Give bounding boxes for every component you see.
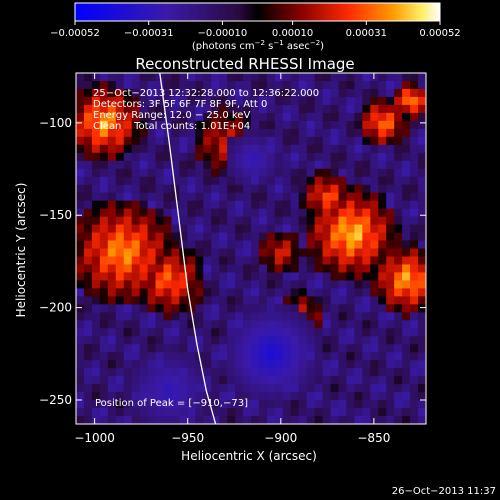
colorbar-unit-label: (photons cm−2 s−1 asec−2) xyxy=(192,39,324,52)
observation-info: 25−Oct−2013 12:32:28.000 to 12:36:22.000… xyxy=(93,88,319,132)
colorbar-tick-label: −0.00031 xyxy=(124,28,174,39)
x-tick-label: −950 xyxy=(171,431,204,445)
x-tick-label: −900 xyxy=(264,431,297,445)
y-tick-label: −250 xyxy=(39,393,72,407)
colorbar-ticks: −0.00052 −0.00031 −0.00010 0.00010 0.00031 0.… xyxy=(50,21,461,39)
x-tick-label: −850 xyxy=(357,431,390,445)
y-tick-label: −150 xyxy=(39,208,72,222)
colorbar-tick-label: −0.00010 xyxy=(198,28,248,39)
info-line-time: 25−Oct−2013 12:32:28.000 to 12:36:22.000 xyxy=(93,88,319,99)
colorbar-tick-label: 0.00010 xyxy=(272,28,313,39)
solar-limb-curve xyxy=(159,73,217,424)
info-line-counts: Clean Total counts: 1.01E+04 xyxy=(93,121,250,132)
colorbar xyxy=(74,2,441,22)
plot-frame xyxy=(75,72,427,425)
chart-title: Reconstructed RHESSI Image xyxy=(135,55,354,73)
peak-position-label: Position of Peak = [−910,−73] xyxy=(95,398,248,409)
y-tick-label: −200 xyxy=(39,301,72,315)
info-line-energy: Energy Range: 12.0 − 25.0 keV xyxy=(93,110,250,121)
y-axis-label: Heliocentric Y (arcsec) xyxy=(14,183,28,318)
x-axis-label: Heliocentric X (arcsec) xyxy=(181,449,317,463)
x-tick-label: −1000 xyxy=(74,431,115,445)
info-line-detectors: Detectors: 3F 5F 6F 7F 8F 9F, Att 0 xyxy=(93,99,267,110)
y-axis-ticks: −100 −150 −200 −250 xyxy=(39,116,426,407)
y-tick-label: −100 xyxy=(39,116,72,130)
colorbar-tick-label: 0.00031 xyxy=(346,28,387,39)
heatmap-image xyxy=(76,73,426,424)
footer-timestamp: 26−Oct−2013 11:37 xyxy=(392,486,496,497)
colorbar-tick-label: 0.00052 xyxy=(419,28,460,39)
x-axis-ticks: −1000 −950 −900 −850 xyxy=(74,73,390,445)
colorbar-tick-label: −0.00052 xyxy=(50,28,100,39)
